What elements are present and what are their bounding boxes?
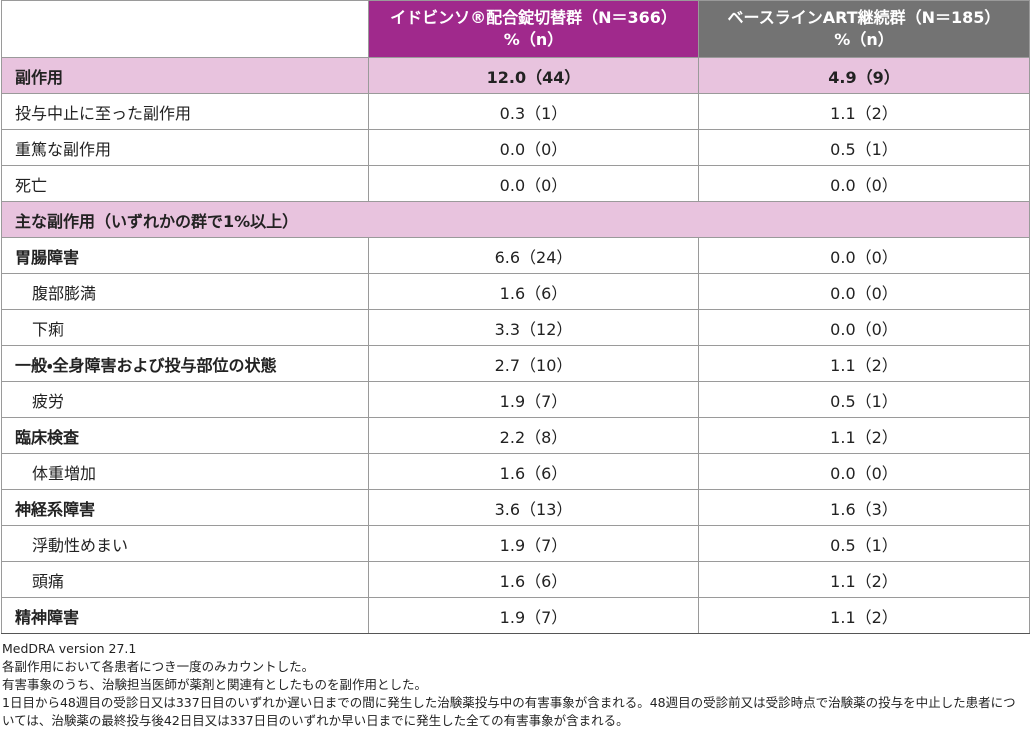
row-label: 主な副作用（いずれかの群で1%以上） xyxy=(1,201,1030,238)
table-row: 頭痛 1.6（6） 1.1（2） xyxy=(1,561,1030,598)
cell-value: 1.1（2） xyxy=(698,597,1030,634)
cell-value: 0.0（0） xyxy=(698,237,1030,274)
table-row: 疲労 1.9（7） 0.5（1） xyxy=(1,381,1030,418)
row-label: 浮動性めまい xyxy=(1,525,369,562)
footnote: MedDRA version 27.1 xyxy=(2,641,137,656)
cell-value: 0.0（0） xyxy=(368,165,699,202)
table-row: 死亡 0.0（0） 0.0（0） xyxy=(1,165,1030,202)
header-text: ベースラインART継続群（N＝185） xyxy=(727,8,1001,27)
table-row: 投与中止に至った副作用 0.3（1） 1.1（2） xyxy=(1,93,1030,130)
row-label: 頭痛 xyxy=(1,561,369,598)
footnote: 有害事象のうち、治験担当医師が薬剤と関連有としたものを副作用とした。 xyxy=(2,677,428,692)
table-row: 重篤な副作用 0.0（0） 0.5（1） xyxy=(1,129,1030,166)
table-row: 主な副作用（いずれかの群で1%以上） xyxy=(1,201,1030,238)
footnotes: MedDRA version 27.1 各副作用において各患者につき一度のみカウン… xyxy=(0,634,1030,730)
table-row: 体重増加 1.6（6） 0.0（0） xyxy=(1,453,1030,490)
header-row: イドビンソ®配合錠切替群（N＝366） %（n） ベースラインART継続群（N＝1… xyxy=(1,0,1030,58)
cell-value: 0.3（1） xyxy=(368,93,699,130)
row-label: 一般・全身障害および投与部位の状態 xyxy=(1,345,369,382)
row-label: 体重増加 xyxy=(1,453,369,490)
row-label: 腹部膨満 xyxy=(1,273,369,310)
adverse-reaction-table: イドビンソ®配合錠切替群（N＝366） %（n） ベースラインART継続群（N＝1… xyxy=(1,0,1030,634)
row-label: 死亡 xyxy=(1,165,369,202)
cell-value: 0.0（0） xyxy=(698,165,1030,202)
cell-value: 12.0（44） xyxy=(368,57,699,94)
header-text: イドビンソ®配合錠切替群（N＝366） xyxy=(390,8,677,27)
group-header: イドビンソ®配合錠切替群（N＝366） %（n） xyxy=(368,0,699,58)
table-row: 精神障害 1.9（7） 1.1（2） xyxy=(1,597,1030,634)
cell-value: 0.0（0） xyxy=(698,273,1030,310)
cell-value: 1.1（2） xyxy=(698,93,1030,130)
table-row: 神経系障害 3.6（13） 1.6（3） xyxy=(1,489,1030,526)
cell-value: 3.6（13） xyxy=(368,489,699,526)
row-label: 副作用 xyxy=(1,57,369,94)
cell-value: 1.9（7） xyxy=(368,597,699,634)
header-unit: %（n） xyxy=(834,30,894,49)
cell-value: 1.9（7） xyxy=(368,381,699,418)
cell-value: 1.9（7） xyxy=(368,525,699,562)
group-header: ベースラインART継続群（N＝185） %（n） xyxy=(698,0,1030,58)
cell-value: 4.9（9） xyxy=(698,57,1030,94)
row-label: 胃腸障害 xyxy=(1,237,369,274)
cell-value: 0.5（1） xyxy=(698,129,1030,166)
table-row: 腹部膨満 1.6（6） 0.0（0） xyxy=(1,273,1030,310)
cell-value: 1.1（2） xyxy=(698,417,1030,454)
cell-value: 1.6（6） xyxy=(368,273,699,310)
row-label: 下痢 xyxy=(1,309,369,346)
table-row: 副作用 12.0（44） 4.9（9） xyxy=(1,57,1030,94)
table-body: 副作用 12.0（44） 4.9（9） 投与中止に至った副作用 0.3（1） 1.1（2）… xyxy=(1,57,1030,634)
header-blank xyxy=(1,0,369,58)
cell-value: 0.0（0） xyxy=(698,309,1030,346)
cell-value: 1.6（6） xyxy=(368,453,699,490)
cell-value: 3.3（12） xyxy=(368,309,699,346)
row-label: 精神障害 xyxy=(1,597,369,634)
table-row: 下痢 3.3（12） 0.0（0） xyxy=(1,309,1030,346)
row-label: 投与中止に至った副作用 xyxy=(1,93,369,130)
cell-value: 0.0（0） xyxy=(368,129,699,166)
cell-value: 1.6（6） xyxy=(368,561,699,598)
row-label: 疲労 xyxy=(1,381,369,418)
cell-value: 1.6（3） xyxy=(698,489,1030,526)
table-row: 一般・全身障害および投与部位の状態 2.7（10） 1.1（2） xyxy=(1,345,1030,382)
header-unit: %（n） xyxy=(503,30,564,49)
footnote: 各副作用において各患者につき一度のみカウントした。 xyxy=(2,659,315,674)
table-row: 浮動性めまい 1.9（7） 0.5（1） xyxy=(1,525,1030,562)
row-label: 神経系障害 xyxy=(1,489,369,526)
row-label: 臨床検査 xyxy=(1,417,369,454)
cell-value: 1.1（2） xyxy=(698,561,1030,598)
footnote: 1日目から48週目の受診日又は337日目のいずれか遅い日までの間に発生した治験薬… xyxy=(2,695,1016,728)
table-row: 臨床検査 2.2（8） 1.1（2） xyxy=(1,417,1030,454)
cell-value: 2.7（10） xyxy=(368,345,699,382)
table-row: 胃腸障害 6.6（24） 0.0（0） xyxy=(1,237,1030,274)
cell-value: 1.1（2） xyxy=(698,345,1030,382)
cell-value: 2.2（8） xyxy=(368,417,699,454)
cell-value: 0.0（0） xyxy=(698,453,1030,490)
row-label: 重篤な副作用 xyxy=(1,129,369,166)
cell-value: 0.5（1） xyxy=(698,525,1030,562)
cell-value: 6.6（24） xyxy=(368,237,699,274)
cell-value: 0.5（1） xyxy=(698,381,1030,418)
